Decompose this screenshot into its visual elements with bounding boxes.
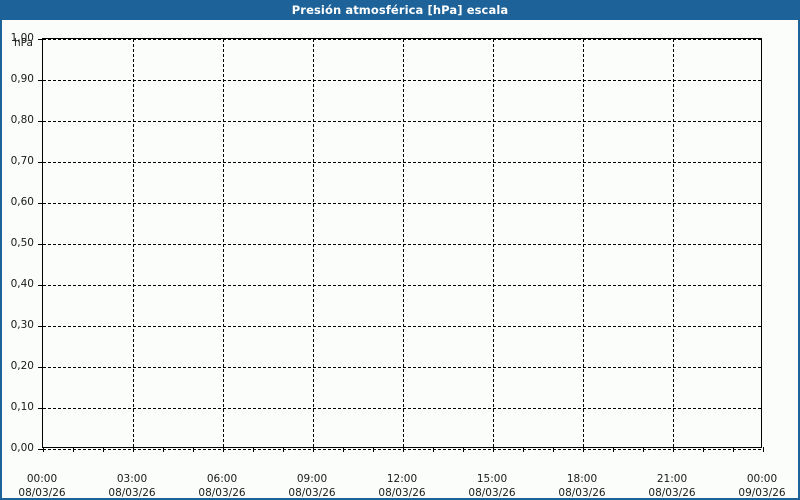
x-axis-tick-mark [583, 447, 584, 452]
y-axis-tick-label: 0,60 [10, 196, 34, 208]
x-axis-tick-date: 09/03/26 [738, 487, 786, 499]
x-axis-minor-tick-mark [193, 447, 194, 452]
x-axis-tick-date: 08/03/26 [198, 487, 246, 499]
y-axis-tick-label: 0,50 [10, 237, 34, 249]
x-axis-tick-time: 03:00 [116, 473, 148, 485]
horizontal-gridline [43, 244, 761, 245]
horizontal-gridline [43, 326, 761, 327]
horizontal-gridline [43, 121, 761, 122]
horizontal-gridline [43, 39, 761, 40]
x-axis-tick-label: 09:00 08/03/26 [252, 472, 372, 500]
x-axis-minor-tick-mark [283, 447, 284, 452]
vertical-gridline [583, 39, 584, 447]
x-axis-tick-mark [493, 447, 494, 452]
plot-area [38, 38, 764, 452]
y-axis-tick-mark [38, 449, 43, 450]
x-axis-tick-label: 21:00 08/03/26 [612, 472, 732, 500]
x-axis-minor-tick-mark [373, 447, 374, 452]
horizontal-gridline [43, 285, 761, 286]
x-axis-tick-label: 06:00 08/03/26 [162, 472, 282, 500]
x-axis-tick-label: 12:00 08/03/26 [342, 472, 462, 500]
x-axis-tick-date: 08/03/26 [558, 487, 606, 499]
y-axis-tick-mark [38, 203, 43, 204]
x-axis-tick-time: 09:00 [296, 473, 328, 485]
vertical-gridline [493, 39, 494, 447]
x-axis-minor-tick-mark [73, 447, 74, 452]
x-axis-minor-tick-mark [523, 447, 524, 452]
horizontal-gridline [43, 367, 761, 368]
y-axis-tick-label: 0,10 [10, 401, 34, 413]
vertical-gridline [403, 39, 404, 447]
y-axis-tick-label: 0,20 [10, 360, 34, 372]
page-title: Presión atmosférica [hPa] escala [291, 3, 509, 17]
y-axis-tick-label: 0,70 [10, 155, 34, 167]
vertical-gridline [313, 39, 314, 447]
y-axis-unit-label: hPa [14, 37, 33, 49]
vertical-gridline [673, 39, 674, 447]
x-axis-tick-mark [763, 447, 764, 452]
x-axis-minor-tick-mark [553, 447, 554, 452]
y-axis-tick-mark [38, 39, 43, 40]
x-axis-tick-time: 12:00 [386, 473, 418, 485]
x-axis-tick-mark [133, 447, 134, 452]
x-axis-tick-label: 00:00 09/03/26 [702, 472, 800, 500]
x-axis-tick-time: 06:00 [206, 473, 238, 485]
y-axis-tick-mark [38, 80, 43, 81]
x-axis-tick-date: 08/03/26 [288, 487, 336, 499]
x-axis-minor-tick-mark [253, 447, 254, 452]
x-axis-tick-date: 08/03/26 [378, 487, 426, 499]
y-axis-tick-label: 0,80 [10, 114, 34, 126]
x-axis-tick-mark [43, 447, 44, 452]
y-axis-tick-label: 0,30 [10, 319, 34, 331]
x-axis-minor-tick-mark [163, 447, 164, 452]
y-axis-tick-label: 0,90 [10, 73, 34, 85]
x-axis-tick-mark [673, 447, 674, 452]
chart-canvas: hPa 1,00 0,90 0,80 0,70 0,60 0,50 0,40 0,30 0,20… [2, 20, 798, 499]
x-axis-tick-label: 03:00 08/03/26 [72, 472, 192, 500]
y-axis-tick-mark [38, 367, 43, 368]
x-axis-tick-label: 18:00 08/03/26 [522, 472, 642, 500]
y-axis-tick-mark [38, 285, 43, 286]
x-axis-tick-mark [223, 447, 224, 452]
y-axis-tick-label: 1,00 [10, 32, 34, 44]
horizontal-gridline [43, 162, 761, 163]
x-axis-minor-tick-mark [703, 447, 704, 452]
y-axis-tick-mark [38, 162, 43, 163]
window-title-bar: Presión atmosférica [hPa] escala [0, 0, 800, 20]
y-axis-tick-label: 0,40 [10, 278, 34, 290]
y-axis-tick-mark [38, 121, 43, 122]
x-axis-tick-time: 00:00 [26, 473, 58, 485]
x-axis-tick-time: 00:00 [746, 473, 778, 485]
horizontal-gridline [43, 408, 761, 409]
vertical-gridline [133, 39, 134, 447]
y-axis-tick-label: 0,00 [10, 442, 34, 454]
x-axis-tick-mark [313, 447, 314, 452]
x-axis-minor-tick-mark [343, 447, 344, 452]
horizontal-gridline [43, 449, 761, 450]
x-axis-tick-label: 00:00 08/03/26 [0, 472, 102, 500]
x-axis-minor-tick-mark [103, 447, 104, 452]
x-axis-minor-tick-mark [613, 447, 614, 452]
x-axis-minor-tick-mark [433, 447, 434, 452]
x-axis-tick-time: 15:00 [476, 473, 508, 485]
horizontal-gridline [43, 80, 761, 81]
x-axis-minor-tick-mark [463, 447, 464, 452]
x-axis-minor-tick-mark [643, 447, 644, 452]
y-axis-tick-mark [38, 244, 43, 245]
x-axis-tick-mark [403, 447, 404, 452]
y-axis-tick-mark [38, 326, 43, 327]
x-axis-tick-time: 21:00 [656, 473, 688, 485]
x-axis-tick-date: 08/03/26 [108, 487, 156, 499]
x-axis-tick-date: 08/03/26 [648, 487, 696, 499]
x-axis-tick-date: 08/03/26 [18, 487, 66, 499]
x-axis-tick-time: 18:00 [566, 473, 598, 485]
horizontal-gridline [43, 203, 761, 204]
x-axis-tick-date: 08/03/26 [468, 487, 516, 499]
vertical-gridline [223, 39, 224, 447]
x-axis-tick-label: 15:00 08/03/26 [432, 472, 552, 500]
y-axis-tick-mark [38, 408, 43, 409]
x-axis-minor-tick-mark [733, 447, 734, 452]
